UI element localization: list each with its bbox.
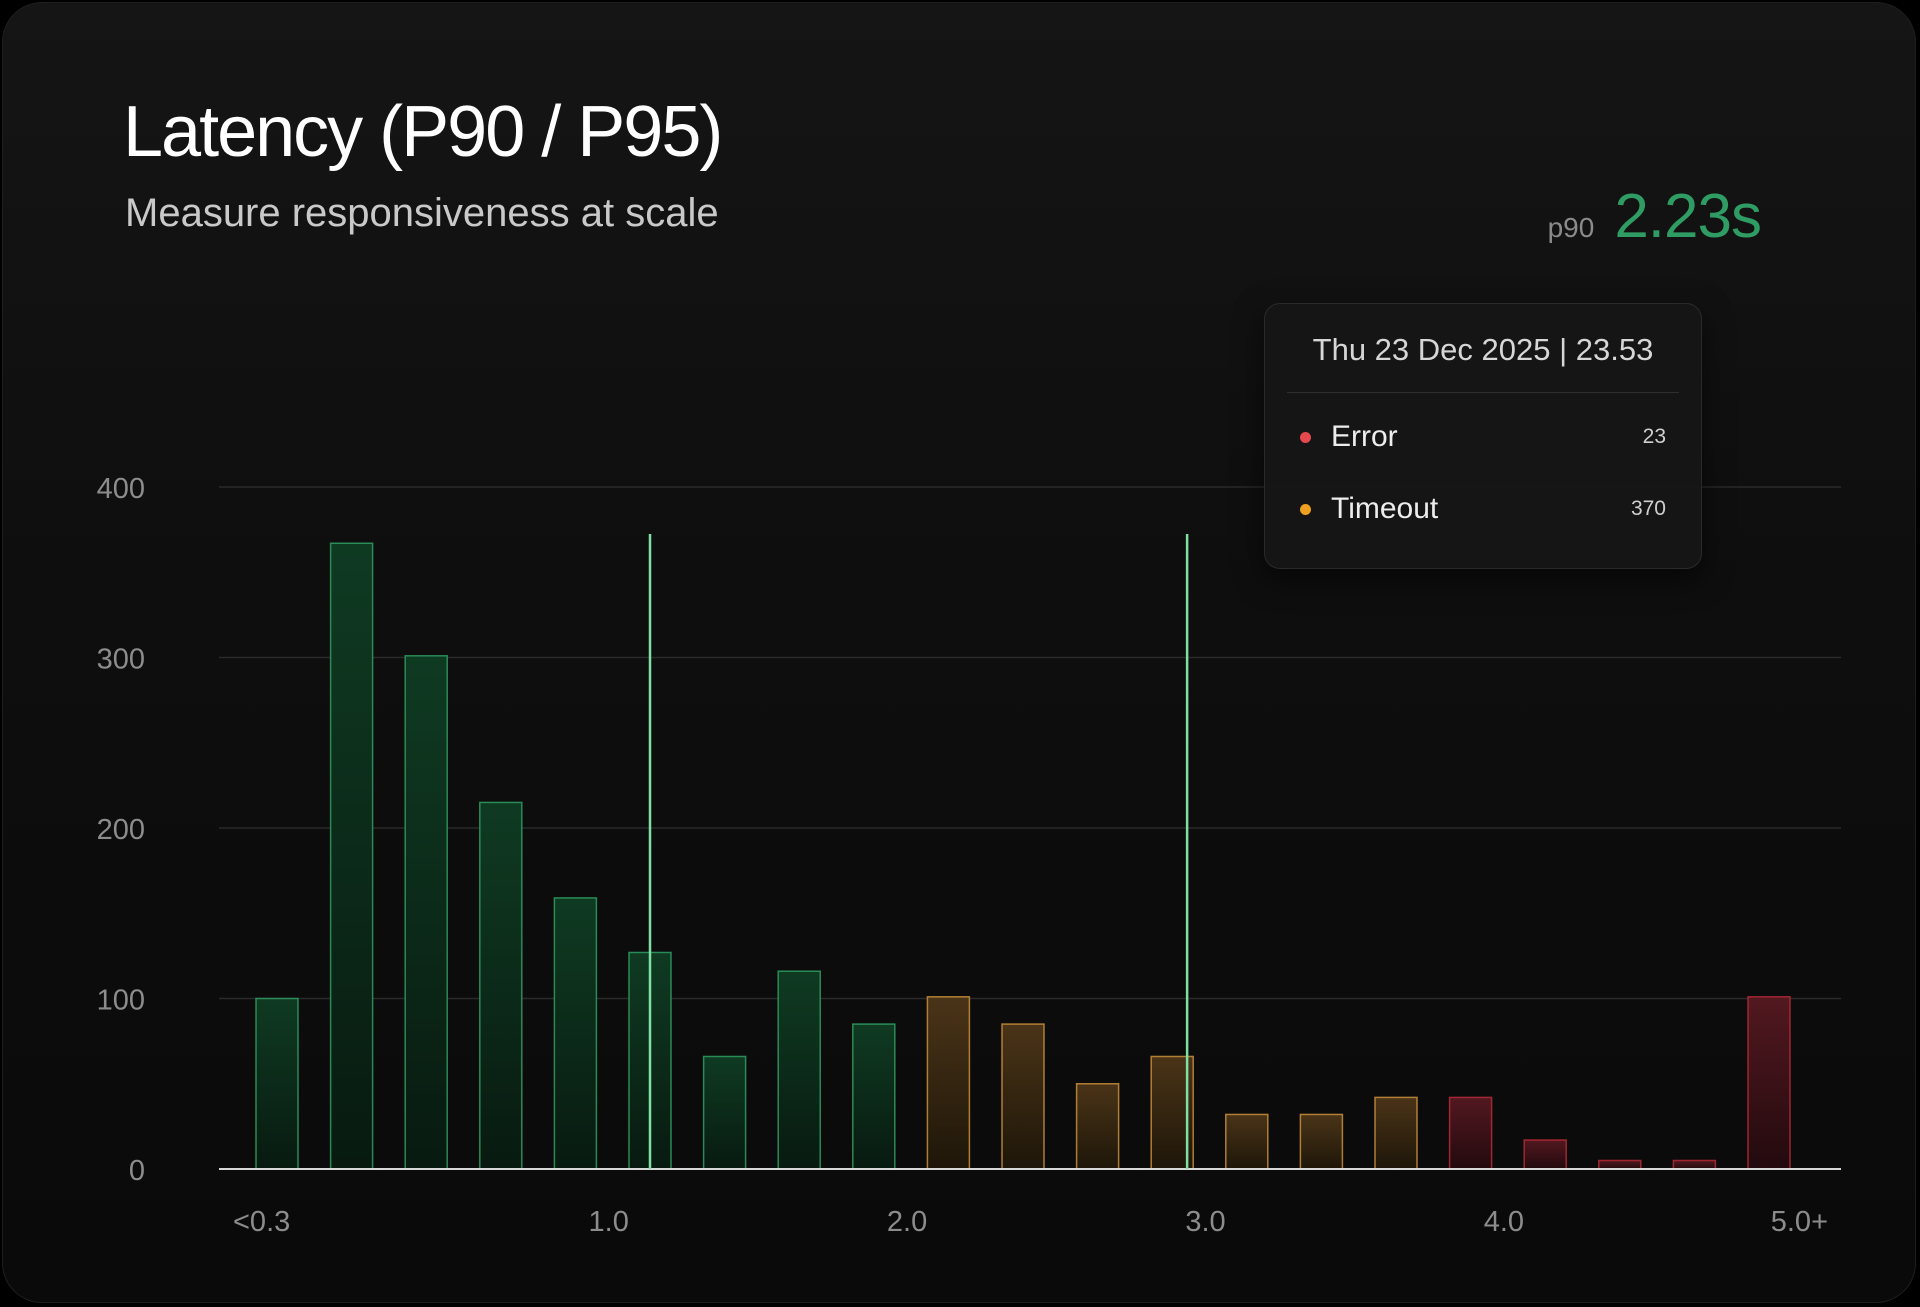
metric-value: 2.23s <box>1614 182 1762 251</box>
bar-warn <box>926 996 971 1170</box>
x-tick-label: 4.0 <box>1484 1206 1524 1238</box>
page-subtitle: Measure responsiveness at scale <box>125 191 719 235</box>
error-dot-icon <box>1300 431 1311 443</box>
tooltip-row-value: 23 <box>1642 425 1666 448</box>
timeout-dot-icon <box>1300 503 1311 515</box>
chart-tooltip: Thu 23 Dec 2025 | 23.53 Error 23 Timeout… <box>1264 303 1702 569</box>
bar-bad <box>1523 1139 1567 1170</box>
tooltip-row-value: 370 <box>1630 497 1666 520</box>
x-tick-label: 1.0 <box>589 1206 629 1238</box>
tooltip-divider <box>1287 392 1679 393</box>
bar-good <box>479 801 523 1170</box>
bar-good <box>329 542 374 1170</box>
bar-bad <box>1747 996 1791 1170</box>
metric-label: p90 <box>1547 212 1595 243</box>
x-tick-label: 2.0 <box>887 1206 927 1238</box>
page-title: Latency (P90 / P95) <box>123 92 723 172</box>
bar-bad <box>1672 1159 1717 1170</box>
latency-histogram: 0 100 200 300 400 <0.3 1.0 2.0 3.0 4.0 5.0+ <box>97 473 1841 1238</box>
bar-warn <box>1001 1023 1045 1170</box>
tooltip-row-label: Error <box>1331 420 1398 453</box>
y-tick-label: 400 <box>97 473 145 505</box>
bar-warn <box>1299 1113 1344 1170</box>
bar-good <box>553 897 598 1170</box>
tooltip-row-timeout: Timeout 370 <box>1300 489 1666 529</box>
bar-good <box>777 970 821 1170</box>
bar-good <box>852 1023 896 1170</box>
x-tick-label: 3.0 <box>1185 1206 1225 1238</box>
bar-good <box>255 997 299 1170</box>
x-tick-label: <0.3 <box>233 1206 290 1238</box>
tooltip-date: Thu 23 Dec 2025 | 23.53 <box>1312 332 1654 367</box>
y-tick-label: 300 <box>97 644 145 676</box>
bar-bad <box>1448 1096 1493 1170</box>
bar-bad <box>1598 1159 1642 1170</box>
bar-warn <box>1225 1113 1269 1170</box>
y-tick-label: 200 <box>97 814 145 846</box>
p90-metric: p90 2.23s <box>1547 181 1762 252</box>
bar-good <box>404 655 448 1170</box>
tooltip-row-error: Error 23 <box>1300 417 1666 457</box>
tooltip-row-label: Timeout <box>1331 492 1439 525</box>
y-tick-label: 0 <box>129 1155 145 1187</box>
x-tick-label: 5.0+ <box>1771 1206 1828 1238</box>
y-tick-label: 100 <box>97 985 145 1017</box>
bar-good <box>702 1055 747 1170</box>
bar-warn <box>1075 1083 1120 1170</box>
bar-warn <box>1374 1096 1418 1170</box>
